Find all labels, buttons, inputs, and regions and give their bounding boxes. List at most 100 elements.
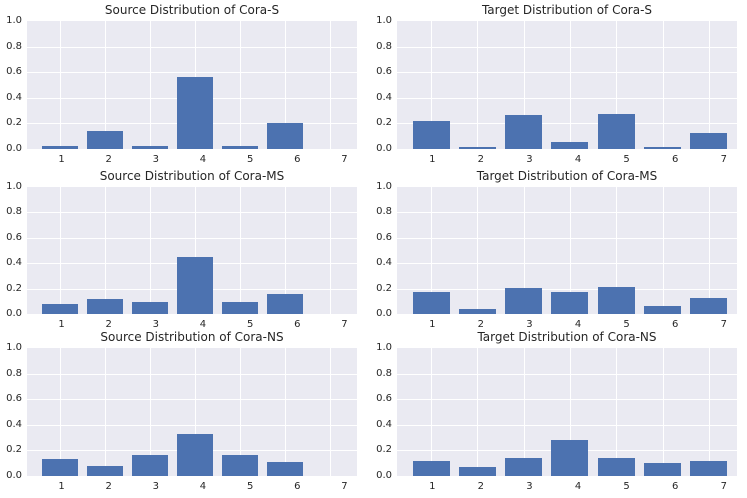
bar-category-4 [551,141,589,149]
x-axis-tick-label: 5 [623,319,630,330]
category-slot [217,348,262,476]
bar-category-3 [505,115,543,149]
x-axis-tick-label: 1 [58,481,65,492]
bars-container [397,187,737,314]
plot-area [27,21,357,149]
bar-category-2 [87,131,124,149]
y-axis-tick-label: 0.2 [6,282,22,294]
x-axis-tick-label: 5 [246,481,254,492]
bar-category-4 [551,440,589,476]
chart-title: Source Distribution of Cora-NS [100,330,284,344]
y-axis-tick-label: 1.0 [6,342,22,353]
x-axis-tick-label: 5 [246,154,254,165]
category-slot [593,21,639,149]
horizontal-gridline [397,399,737,401]
bar-category-1 [42,303,79,314]
horizontal-gridline [397,288,737,290]
vertical-gridline [239,21,241,149]
category-slot [686,21,732,149]
category-slot [547,187,593,314]
category-slot [547,348,593,476]
x-axis-tick-label: 4 [199,481,207,492]
y-axis-tick-label: 0.0 [376,143,392,154]
bar-category-6 [266,294,303,314]
category-slot [38,348,83,476]
bar-category-5 [597,457,635,476]
category-slot [501,348,547,476]
vertical-gridline [329,21,331,149]
horizontal-gridline [397,212,737,214]
x-axis-tick-label: 4 [574,319,582,330]
category-slot [686,348,732,476]
bar-category-4 [551,292,589,314]
y-axis-tick-label: 0.4 [6,257,22,269]
y-axis-tick-label: 0.8 [6,367,22,379]
vertical-gridline [329,348,331,476]
x-axis-tick-label: 5 [623,154,630,165]
x-axis-tick-label: 4 [199,154,207,165]
category-slot [38,21,83,149]
y-axis-tick-label: 0.2 [376,117,392,129]
vertical-gridline [284,348,286,476]
x-axis-tick-label: 3 [526,481,533,492]
category-slot [262,187,307,314]
y-axis-tick-label: 0.2 [6,444,22,456]
x-axis-tick-label: 7 [720,481,727,492]
bar-category-5 [597,114,635,149]
vertical-gridline [523,187,525,314]
bar-category-6 [644,306,682,314]
category-slot [307,21,352,149]
x-axis-tick-label: 2 [105,319,112,330]
y-axis-tick-label: 0.4 [6,91,22,103]
vertical-gridline [150,187,152,314]
y-axis-tick-label: 0.0 [6,308,22,319]
x-axis-tick-label: 5 [246,319,254,330]
x-axis-tick-label: 2 [477,481,485,492]
horizontal-gridline [27,212,357,214]
vertical-gridline [569,21,571,149]
bar-category-5 [221,301,258,314]
bar-category-4 [177,434,213,476]
bar-category-3 [132,145,169,149]
vertical-gridline [569,187,571,314]
bars-container [27,187,357,314]
category-slot [128,348,173,476]
x-axis-tick-label: 5 [623,481,630,492]
x-axis: 1 2 3 4 5 6 7 [27,318,373,331]
y-axis-tick-label: 0.2 [376,282,392,294]
y-axis-tick-label: 0.8 [376,40,392,52]
vertical-gridline [431,21,433,149]
vertical-gridline [662,348,664,476]
chart-title: Target Distribution of Cora-NS [477,330,657,344]
x-axis-tick-label: 6 [671,481,679,492]
horizontal-gridline [397,123,737,125]
vertical-gridline [150,348,152,476]
category-slot [173,187,218,314]
bars-container [397,21,737,149]
x-axis-tick-label: 7 [341,319,348,330]
x-axis-tick-label: 4 [574,154,582,165]
category-slot [217,21,262,149]
x-axis-tick-label: 3 [526,319,533,330]
category-slot [128,187,173,314]
vertical-gridline [477,187,479,314]
x-axis-tick-label: 7 [720,154,727,165]
category-slot [408,348,454,476]
vertical-gridline [284,187,286,314]
vertical-gridline [662,21,664,149]
vertical-gridline [195,348,196,476]
y-axis-tick-label: 1.0 [6,181,22,192]
vertical-gridline [105,187,107,314]
vertical-gridline [60,21,62,149]
vertical-gridline [60,348,62,476]
category-slot [307,187,352,314]
category-slot [262,348,307,476]
category-slot [217,187,262,314]
x-axis-tick-label: 2 [477,154,485,165]
horizontal-gridline [27,373,357,375]
y-axis-tick-label: 0.0 [376,308,392,319]
category-slot [173,348,218,476]
x-axis-tick-label: 1 [429,154,436,165]
category-slot [173,21,218,149]
vertical-gridline [329,187,331,314]
